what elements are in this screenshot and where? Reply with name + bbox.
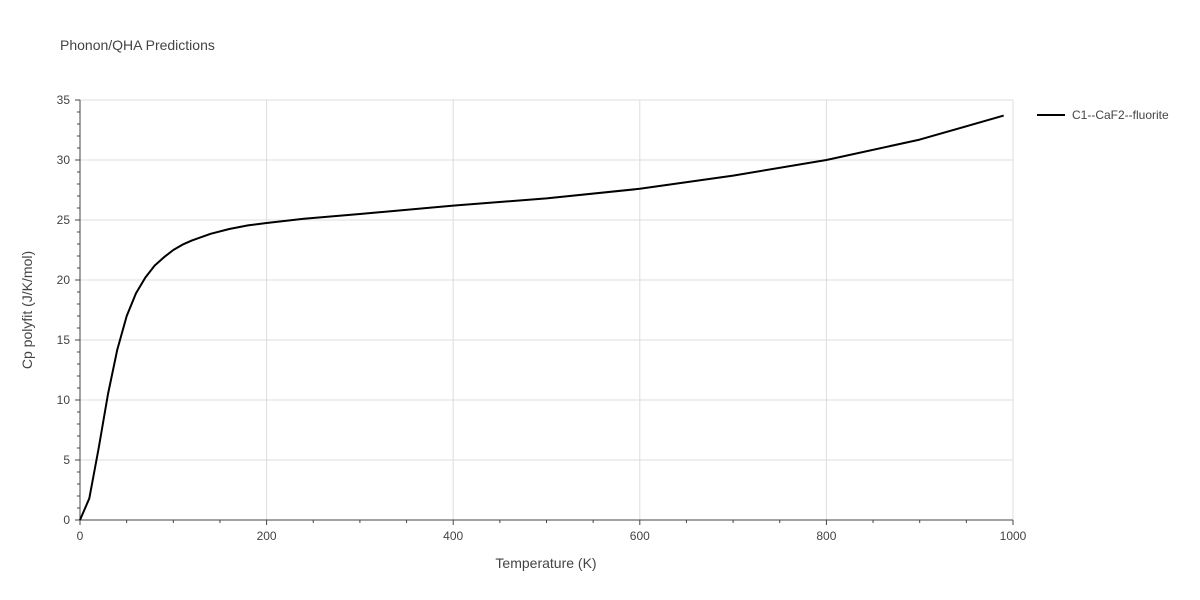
- y-tick-label: 0: [63, 513, 70, 527]
- x-tick-label: 400: [443, 529, 463, 543]
- y-tick-label: 30: [57, 153, 71, 167]
- y-tick-label: 10: [57, 393, 71, 407]
- x-tick-label: 800: [816, 529, 836, 543]
- x-tick-label: 600: [630, 529, 650, 543]
- y-axis-title: Cp polyfit (J/K/mol): [19, 251, 35, 369]
- series-line-0: [79, 114, 1004, 521]
- legend-label: C1--CaF2--fluorite: [1072, 108, 1169, 122]
- x-tick-label: 0: [77, 529, 84, 543]
- x-tick-label: 200: [257, 529, 277, 543]
- y-tick-label: 25: [57, 213, 71, 227]
- series-layer: [79, 114, 1004, 521]
- y-tick-label: 5: [63, 453, 70, 467]
- legend[interactable]: C1--CaF2--fluorite: [1037, 108, 1169, 122]
- x-axis-title: Temperature (K): [495, 555, 596, 571]
- grid-layer: [80, 99, 1014, 520]
- y-tick-label: 20: [57, 273, 71, 287]
- y-tick-label: 35: [57, 93, 71, 107]
- x-tick-label: 1000: [1000, 529, 1027, 543]
- chart-title: Phonon/QHA Predictions: [60, 37, 215, 53]
- axes-layer: 0 200 400 600 800 1000 0 5 10 15 20 25 30 35: [57, 93, 1027, 543]
- y-tick-label: 15: [57, 333, 71, 347]
